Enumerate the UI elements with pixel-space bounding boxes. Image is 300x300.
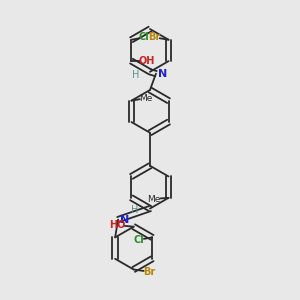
Text: H: H bbox=[132, 70, 140, 80]
Text: Cl: Cl bbox=[134, 236, 144, 245]
Text: Br: Br bbox=[143, 267, 155, 277]
Text: N: N bbox=[120, 214, 129, 224]
Text: Me: Me bbox=[148, 195, 161, 204]
Text: Me: Me bbox=[139, 94, 152, 103]
Text: Br: Br bbox=[148, 32, 160, 42]
Text: H: H bbox=[131, 205, 139, 215]
Text: HO: HO bbox=[109, 220, 125, 230]
Text: N: N bbox=[158, 69, 167, 79]
Text: Cl: Cl bbox=[139, 32, 149, 42]
Text: OH: OH bbox=[138, 56, 154, 66]
